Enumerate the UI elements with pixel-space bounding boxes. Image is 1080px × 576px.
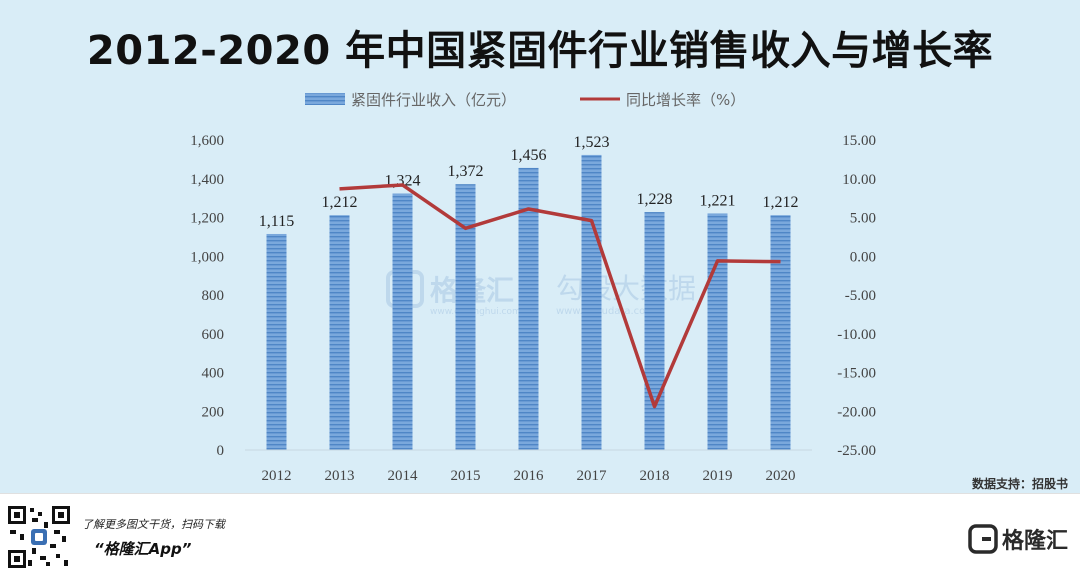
x-tick-label: 2018 <box>640 468 670 484</box>
bar-data-label: 1,228 <box>637 191 673 208</box>
bar <box>455 184 476 451</box>
legend-bar-swatch <box>305 93 345 105</box>
footer-app-name: “格隆汇App” <box>94 540 192 558</box>
x-tick-label: 2020 <box>766 468 796 484</box>
bar-data-label: 1,212 <box>763 194 799 211</box>
x-tick-label: 2017 <box>577 468 608 484</box>
source-note: 数据支持：招股书 <box>971 477 1068 491</box>
y-right-tick-label: -15.00 <box>837 366 876 382</box>
brand-logo-icon <box>968 524 998 554</box>
bar-data-label: 1,456 <box>511 147 547 164</box>
y-left-tick-label: 400 <box>202 366 225 382</box>
x-tick-label: 2012 <box>262 468 292 484</box>
legend-bar-label: 紧固件行业收入（亿元） <box>351 91 516 109</box>
growth-rate-line <box>339 183 781 409</box>
bar-data-label: 1,212 <box>322 194 358 211</box>
bar <box>644 212 665 450</box>
legend: 紧固件行业收入（亿元） 同比增长率（%） <box>305 91 745 109</box>
bar-data-label: 1,221 <box>700 192 736 209</box>
bar-data-label: 1,115 <box>259 213 294 230</box>
bar <box>266 233 287 450</box>
x-tick-label: 2013 <box>325 468 355 484</box>
y-left-tick-label: 1,600 <box>190 133 224 149</box>
brand-logo-text: 格隆汇 <box>1001 529 1068 554</box>
y-right-tick-label: -20.00 <box>837 404 876 420</box>
combo-chart: 紧固件行业收入（亿元） 同比增长率（%） 格隆汇 www.gelonghui.c… <box>190 91 876 484</box>
x-axis: 2012 2013 2014 2015 2016 2017 2018 2019 2020 <box>245 449 812 484</box>
y-left-tick-label: 1,200 <box>190 211 224 227</box>
qr-code-icon[interactable] <box>6 504 72 570</box>
y-right-tick-label: 0.00 <box>850 249 876 265</box>
y-right-tick-label: -10.00 <box>837 327 876 343</box>
y-left-tick-label: 1,400 <box>190 172 224 188</box>
bar <box>581 154 602 450</box>
bar <box>770 215 791 450</box>
y-left-tick-label: 200 <box>202 404 225 420</box>
y-left-tick-label: 1,000 <box>190 249 224 265</box>
legend-line-label: 同比增长率（%） <box>626 91 745 109</box>
watermark-text-2: 勾股大数据 <box>556 272 696 305</box>
x-tick-label: 2015 <box>451 468 481 484</box>
y-right-tick-label: 10.00 <box>842 172 876 188</box>
bar <box>518 167 539 450</box>
y-right-tick-label: 15.00 <box>842 133 876 149</box>
bar-series <box>266 154 791 451</box>
y-left-tick-label: 0 <box>217 443 225 459</box>
x-tick-label: 2019 <box>703 468 733 484</box>
y-left-tick-label: 800 <box>202 288 225 304</box>
chart-panel: 2012-2020 年中国紧固件行业销售收入与增长率 紧固件行业收入（亿元） 同… <box>0 0 1080 493</box>
bar <box>707 213 728 450</box>
x-tick-label: 2016 <box>514 468 545 484</box>
y-left-tick-label: 600 <box>202 327 225 343</box>
watermark-sub-2: www.gogudata.com <box>556 306 655 317</box>
y-axis-right: -25.00 -20.00 -15.00 -10.00 -5.00 0.00 5.00 10.… <box>837 133 876 459</box>
bar <box>329 215 350 450</box>
y-axis-left: 0 200 400 600 800 1,000 1,200 1,400 1,600 <box>190 133 224 459</box>
footer-promo-text: 了解更多图文干货，扫码下载 <box>82 518 225 531</box>
line-series <box>339 183 781 409</box>
footer: 了解更多图文干货，扫码下载 “格隆汇App” 格隆汇 <box>0 493 1080 576</box>
x-tick-label: 2014 <box>388 468 419 484</box>
chart-title: 2012-2020 年中国紧固件行业销售收入与增长率 <box>86 28 994 74</box>
y-right-tick-label: 5.00 <box>850 211 876 227</box>
y-right-tick-label: -5.00 <box>845 288 876 304</box>
brand-logo: 格隆汇 <box>968 524 1068 554</box>
bar-data-label: 1,523 <box>574 134 610 151</box>
y-right-tick-label: -25.00 <box>837 443 876 459</box>
bar <box>392 193 413 450</box>
bar-data-label: 1,372 <box>448 163 484 180</box>
